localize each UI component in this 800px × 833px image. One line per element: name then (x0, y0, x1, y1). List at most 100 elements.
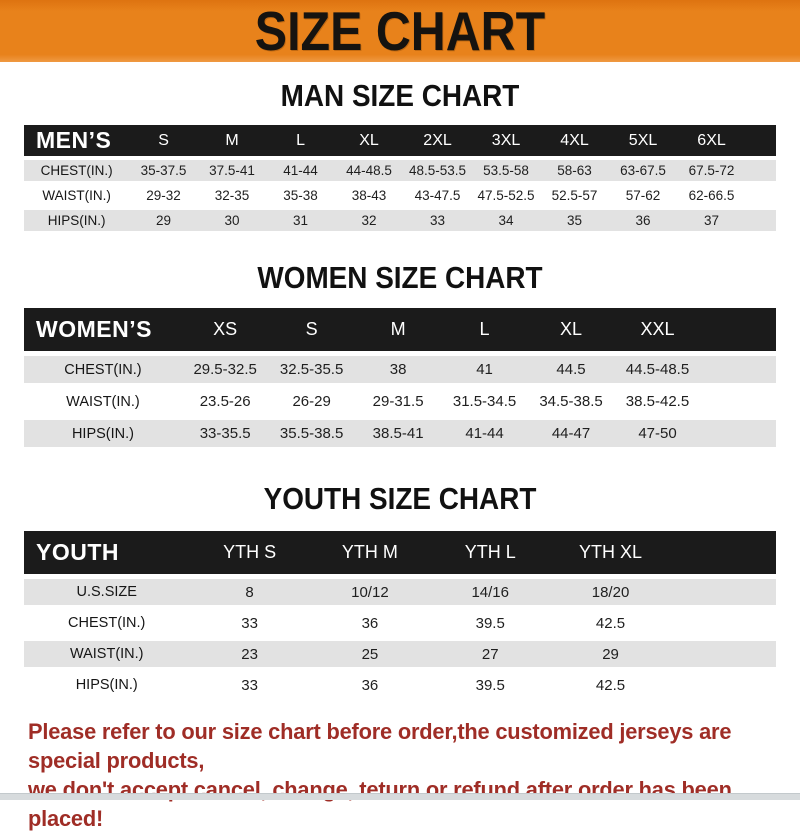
row-filler (746, 185, 776, 206)
row-label: CHEST(IN.) (68, 615, 146, 631)
size-value-cell: 63-67.5 (608, 160, 678, 181)
size-value-cell: 32-35 (214, 188, 250, 203)
youth-section-title: YOUTH SIZE CHART (263, 481, 537, 516)
size-column-header: S (129, 125, 198, 156)
size-value-cell: 39.5 (475, 614, 505, 632)
size-value-cell: 14/16 (430, 579, 551, 605)
row-label: CHEST(IN.) (24, 160, 130, 181)
size-value-cell: 26-29 (292, 393, 331, 410)
size-value-cell: 35 (540, 210, 609, 231)
size-value-cell: 10/12 (309, 579, 431, 605)
size-value-cell: 42.5 (595, 676, 626, 694)
size-value-cell: 31 (266, 210, 335, 231)
table-row: HIPS(IN.) 33 36 39.5 42.5 (24, 672, 776, 698)
size-value-cell: 29-32 (146, 188, 181, 203)
row-filler (670, 641, 776, 667)
table-row: WAIST(IN.) 23 25 27 29 (24, 641, 776, 667)
row-filler (671, 672, 776, 698)
size-column-header: 6XL (677, 125, 746, 156)
size-value-cell: 43-47.5 (414, 188, 461, 203)
header-filler (700, 308, 776, 351)
size-value-cell: 23.5-26 (199, 393, 251, 410)
size-value-cell: 47.5-52.5 (477, 188, 535, 203)
size-value-cell: 37.5-41 (197, 160, 267, 181)
size-value-cell: 35-37.5 (129, 160, 198, 181)
row-label: U.S.SIZE (24, 579, 190, 605)
table-row: CHEST(IN.) 29.5-32.5 32.5-35.5 38 41 44.5 44.5… (24, 356, 776, 383)
row-filler (700, 356, 776, 383)
size-column-header: M (197, 125, 267, 156)
size-value-cell: 29 (550, 641, 671, 667)
row-label: WAIST(IN.) (42, 188, 111, 203)
size-column-header: 3XL (471, 125, 541, 156)
size-value-cell: 41 (441, 356, 528, 383)
table-row: WAIST(IN.) 23.5-26 26-29 29-31.5 31.5-34.5 34… (24, 388, 776, 415)
size-value-cell: 31.5-34.5 (452, 393, 517, 410)
size-value-cell: 33-35.5 (181, 420, 269, 447)
size-column-header: 4XL (540, 125, 609, 156)
size-column-header: 2XL (403, 125, 472, 156)
disclaimer-text: Please refer to our size chart before or… (28, 717, 759, 833)
size-value-cell: 48.5-53.5 (403, 160, 472, 181)
size-value-cell: 57-62 (625, 188, 661, 203)
size-value-cell: 35-38 (283, 188, 318, 203)
size-column-header: YTH S (189, 531, 310, 574)
size-value-cell: 38-43 (351, 188, 387, 203)
size-value-cell: 33 (241, 676, 258, 694)
size-value-cell: 38.5-41 (354, 420, 442, 447)
banner-title: SIZE CHART (254, 0, 546, 62)
size-value-cell: 29-31.5 (372, 393, 424, 410)
size-column-header: 5XL (608, 125, 678, 156)
size-column-header: L (441, 308, 528, 351)
table-header-label: WOMEN’S (24, 308, 182, 351)
size-column-header: XS (181, 308, 269, 351)
size-column-header: M (354, 308, 442, 351)
size-value-cell: 42.5 (595, 614, 626, 632)
row-label: WAIST(IN.) (66, 393, 140, 410)
table-row: HIPS(IN.) 29 30 31 32 33 34 35 36 37 (24, 210, 776, 231)
size-value-cell: 29 (129, 210, 198, 231)
size-column-header: YTH M (309, 531, 431, 574)
row-label: HIPS(IN.) (24, 210, 130, 231)
size-value-cell: 53.5-58 (471, 160, 541, 181)
table-row: HIPS(IN.) 33-35.5 35.5-38.5 38.5-41 41-44 44-… (24, 420, 776, 447)
size-column-header: XL (334, 125, 404, 156)
size-value-cell: 58-63 (540, 160, 609, 181)
size-value-cell: 44.5 (527, 356, 615, 383)
row-filler (700, 420, 776, 447)
header-filler (745, 125, 776, 156)
size-value-cell: 44-48.5 (334, 160, 404, 181)
size-value-cell: 36 (361, 676, 379, 694)
size-value-cell: 41-44 (266, 160, 335, 181)
size-value-cell: 29.5-32.5 (181, 356, 269, 383)
table-row: CHEST(IN.) 35-37.5 37.5-41 41-44 44-48.5 48.5… (24, 160, 776, 181)
size-value-cell: 44-47 (527, 420, 615, 447)
size-column-header: XL (527, 308, 615, 351)
size-value-cell: 33 (241, 614, 258, 632)
size-chart-banner: SIZE CHART (0, 0, 800, 62)
table-header-label: YOUTH (24, 531, 190, 574)
size-value-cell: 36 (608, 210, 678, 231)
size-value-cell: 67.5-72 (677, 160, 746, 181)
row-label: HIPS(IN.) (24, 420, 182, 447)
size-value-cell: 52.5-57 (551, 188, 598, 203)
size-value-cell: 18/20 (550, 579, 671, 605)
row-label: CHEST(IN.) (24, 356, 182, 383)
size-column-header: S (268, 308, 355, 351)
disclaimer-line-1: Please refer to our size chart before or… (28, 719, 732, 773)
size-value-cell: 32.5-35.5 (268, 356, 355, 383)
size-value-cell: 8 (189, 579, 310, 605)
size-value-cell: 30 (197, 210, 267, 231)
row-filler (670, 579, 776, 605)
table-row: WAIST(IN.) 29-32 32-35 35-38 38-43 43-47.5 47.… (24, 185, 776, 206)
row-filler (745, 160, 776, 181)
youth-size-table: YOUTH YTH S YTH M YTH L YTH XL U.S.SIZE 8 10/12… (24, 526, 776, 703)
size-column-header: YTH L (430, 531, 551, 574)
size-value-cell: 47-50 (614, 420, 701, 447)
header-filler (670, 531, 776, 574)
size-column-header: L (266, 125, 335, 156)
size-value-cell: 35.5-38.5 (268, 420, 355, 447)
size-value-cell: 41-44 (441, 420, 528, 447)
row-filler (671, 610, 776, 636)
row-label: WAIST(IN.) (24, 641, 190, 667)
